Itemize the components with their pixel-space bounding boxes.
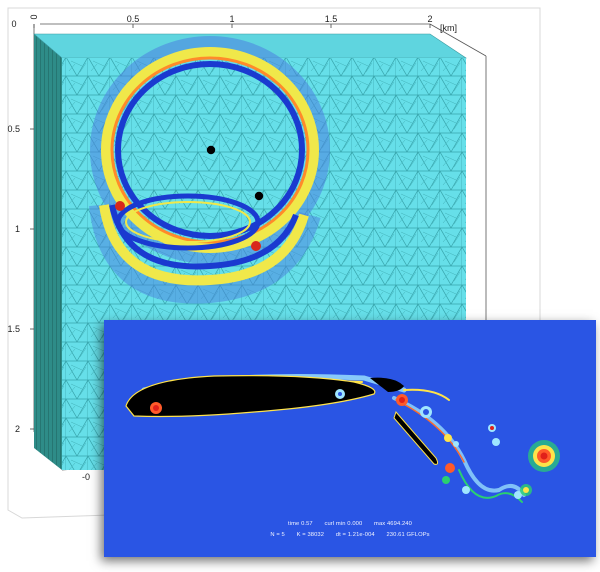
curl-max-readout: max 4694.240 (374, 521, 412, 527)
bottom-tick-label: -0 (82, 472, 90, 482)
slat-airfoil (393, 411, 439, 465)
x-tick-label: 1 (229, 14, 234, 24)
x-tick-label: 0.5 (127, 14, 140, 24)
x-axis: 0 0.5 1 1.5 2 [km] (29, 14, 457, 33)
y-tick-label: 1.5 (7, 324, 20, 334)
y-tick-label: 0.5 (7, 124, 20, 134)
y-tick-label: 1 (15, 224, 20, 234)
order-readout: N = 5 (270, 532, 285, 538)
source-marker-1 (206, 145, 216, 155)
mesh-side-face (34, 34, 62, 470)
x-tick-label: 0 (29, 14, 39, 19)
x-tick-label: 2 (427, 14, 432, 24)
curl-min-readout: curl min 0.000 (324, 521, 363, 527)
flap-airfoil (370, 377, 404, 392)
y-axis: 0 0.5 1 1.5 2 (7, 19, 34, 434)
wavefront (89, 36, 330, 304)
x-tick-label: 1.5 (325, 14, 338, 24)
y-tick-label: 0 (11, 19, 16, 29)
flow-simulation-panel: time 0.57 curl min 0.000 max 4694.240 N … (104, 320, 596, 557)
flow-stats-line-2: N = 5 K = 38032 dt = 1.21e-004 230.61 GF… (104, 532, 596, 538)
y-tick-label: 2 (15, 424, 20, 434)
main-airfoil (125, 375, 376, 418)
timestep-readout: dt = 1.21e-004 (335, 532, 375, 538)
element-count-readout: K = 38032 (296, 532, 325, 538)
vorticity-field (125, 374, 560, 503)
time-readout: time 0.57 (288, 521, 313, 527)
x-axis-unit: [km] (440, 23, 457, 33)
source-marker-2 (254, 191, 264, 201)
flow-stats-line-1: time 0.57 curl min 0.000 max 4694.240 (104, 521, 596, 527)
gflops-readout: 230.61 GFLOPs (386, 532, 430, 538)
vortices (150, 389, 560, 499)
